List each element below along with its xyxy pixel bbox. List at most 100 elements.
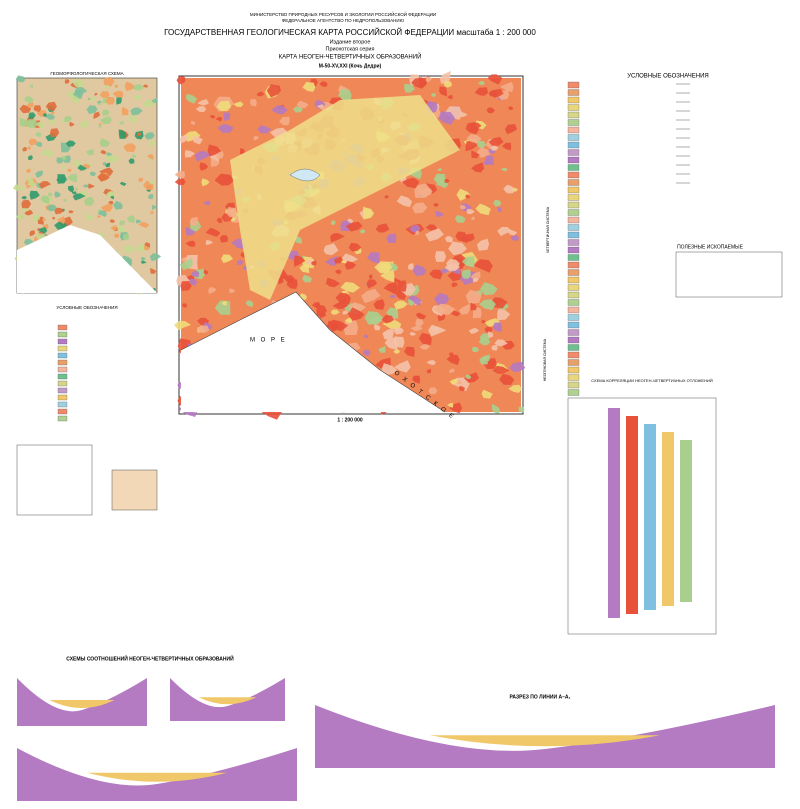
map-frame [178, 75, 524, 415]
geologic-unit [69, 121, 75, 127]
geologic-unit [70, 94, 80, 103]
geologic-unit [35, 122, 46, 129]
geologic-unit [197, 99, 210, 106]
geologic-unit [190, 120, 196, 125]
geologic-unit [412, 202, 428, 214]
geologic-unit [509, 361, 526, 372]
geologic-unit [477, 81, 485, 86]
geologic-unit [471, 150, 480, 159]
geologic-unit [152, 204, 158, 210]
geologic-unit [61, 146, 68, 151]
geologic-unit [382, 327, 394, 340]
geologic-unit [384, 337, 398, 351]
geologic-unit [415, 230, 420, 236]
geologic-unit [54, 191, 61, 198]
geologic-unit [87, 183, 95, 189]
geologic-unit [492, 403, 500, 414]
geologic-unit [451, 282, 458, 288]
section-fill [198, 697, 257, 705]
geologic-unit [446, 354, 460, 366]
geologic-unit [393, 277, 401, 283]
geologic-unit [299, 263, 310, 274]
cross-section [17, 678, 147, 726]
geologic-unit [29, 190, 40, 200]
geologic-unit [293, 255, 306, 267]
geologic-unit [433, 173, 446, 184]
geologic-unit [245, 300, 254, 308]
legend-swatch [57, 415, 68, 422]
legend-swatch [567, 254, 580, 261]
geologic-unit [176, 76, 186, 85]
geologic-unit [67, 173, 78, 183]
geologic-unit [105, 155, 113, 162]
geologic-unit [219, 235, 228, 243]
geologic-unit [439, 71, 451, 84]
geologic-unit [386, 233, 397, 243]
geologic-unit [419, 344, 431, 350]
geologic-unit [266, 84, 281, 98]
geologic-unit [482, 160, 490, 165]
geologic-unit [396, 195, 413, 208]
map-title: КАРТА НЕОГЕН-ЧЕТВЕРТИЧНЫХ ОБРАЗОВАНИЙ [279, 53, 422, 61]
agency: ФЕДЕРАЛЬНОЕ АГЕНТСТВО ПО НЕДРОПОЛЬЗОВАНИ… [282, 18, 405, 23]
geologic-unit [27, 155, 33, 161]
geologic-unit [144, 132, 155, 140]
geologic-unit [63, 199, 68, 202]
geologic-unit [471, 346, 480, 353]
geologic-unit [330, 233, 345, 243]
main-map: М О Р ЕО Х О Т С К О Е [174, 71, 526, 421]
geologic-unit [378, 345, 386, 353]
geologic-unit [448, 241, 467, 256]
geologic-unit [426, 360, 436, 366]
valley [230, 95, 460, 300]
geologic-unit [383, 282, 398, 295]
legend-swatch [567, 246, 580, 254]
geologic-unit [465, 194, 470, 199]
legend-swatch [567, 194, 580, 201]
geologic-unit [429, 269, 443, 280]
geologic-unit [364, 311, 384, 325]
legend-swatch [57, 373, 68, 380]
geologic-unit [367, 252, 380, 264]
geologic-unit [433, 292, 450, 307]
legend-swatch [567, 186, 580, 194]
geologic-unit [82, 184, 90, 188]
geologic-unit [148, 193, 154, 200]
geologic-unit [443, 80, 453, 88]
geologic-unit [229, 288, 236, 294]
geologic-unit [74, 187, 78, 191]
geologic-unit [116, 97, 122, 105]
geologic-unit [449, 368, 455, 373]
geologic-unit [150, 211, 154, 214]
geologic-unit [27, 101, 34, 108]
geologic-unit [195, 106, 207, 113]
geologic-unit [42, 113, 47, 117]
geologic-unit [209, 115, 216, 119]
geologic-unit [27, 176, 34, 183]
geologic-unit [110, 195, 115, 200]
geologic-unit [491, 344, 498, 351]
geologic-unit [470, 271, 481, 280]
geologic-unit [319, 81, 328, 87]
geologic-unit [21, 196, 27, 200]
geologic-unit [444, 178, 450, 183]
geologic-unit [408, 298, 415, 306]
geologic-unit [42, 218, 46, 222]
geologic-unit [444, 236, 453, 243]
geologic-unit [151, 97, 158, 103]
legend-swatch [57, 401, 68, 408]
geologic-unit [97, 215, 102, 218]
geologic-unit [87, 97, 91, 101]
geologic-unit [375, 223, 390, 233]
geologic-unit [105, 96, 115, 105]
legend-swatch [57, 387, 68, 394]
geologic-unit [123, 244, 137, 254]
geologic-unit [37, 227, 40, 231]
geologic-unit [345, 317, 352, 323]
geologic-unit [117, 225, 126, 233]
geologic-unit [434, 251, 447, 262]
geologic-unit [86, 213, 95, 222]
geologic-unit [28, 138, 38, 146]
geologic-unit [56, 157, 64, 164]
geologic-unit [181, 303, 188, 308]
